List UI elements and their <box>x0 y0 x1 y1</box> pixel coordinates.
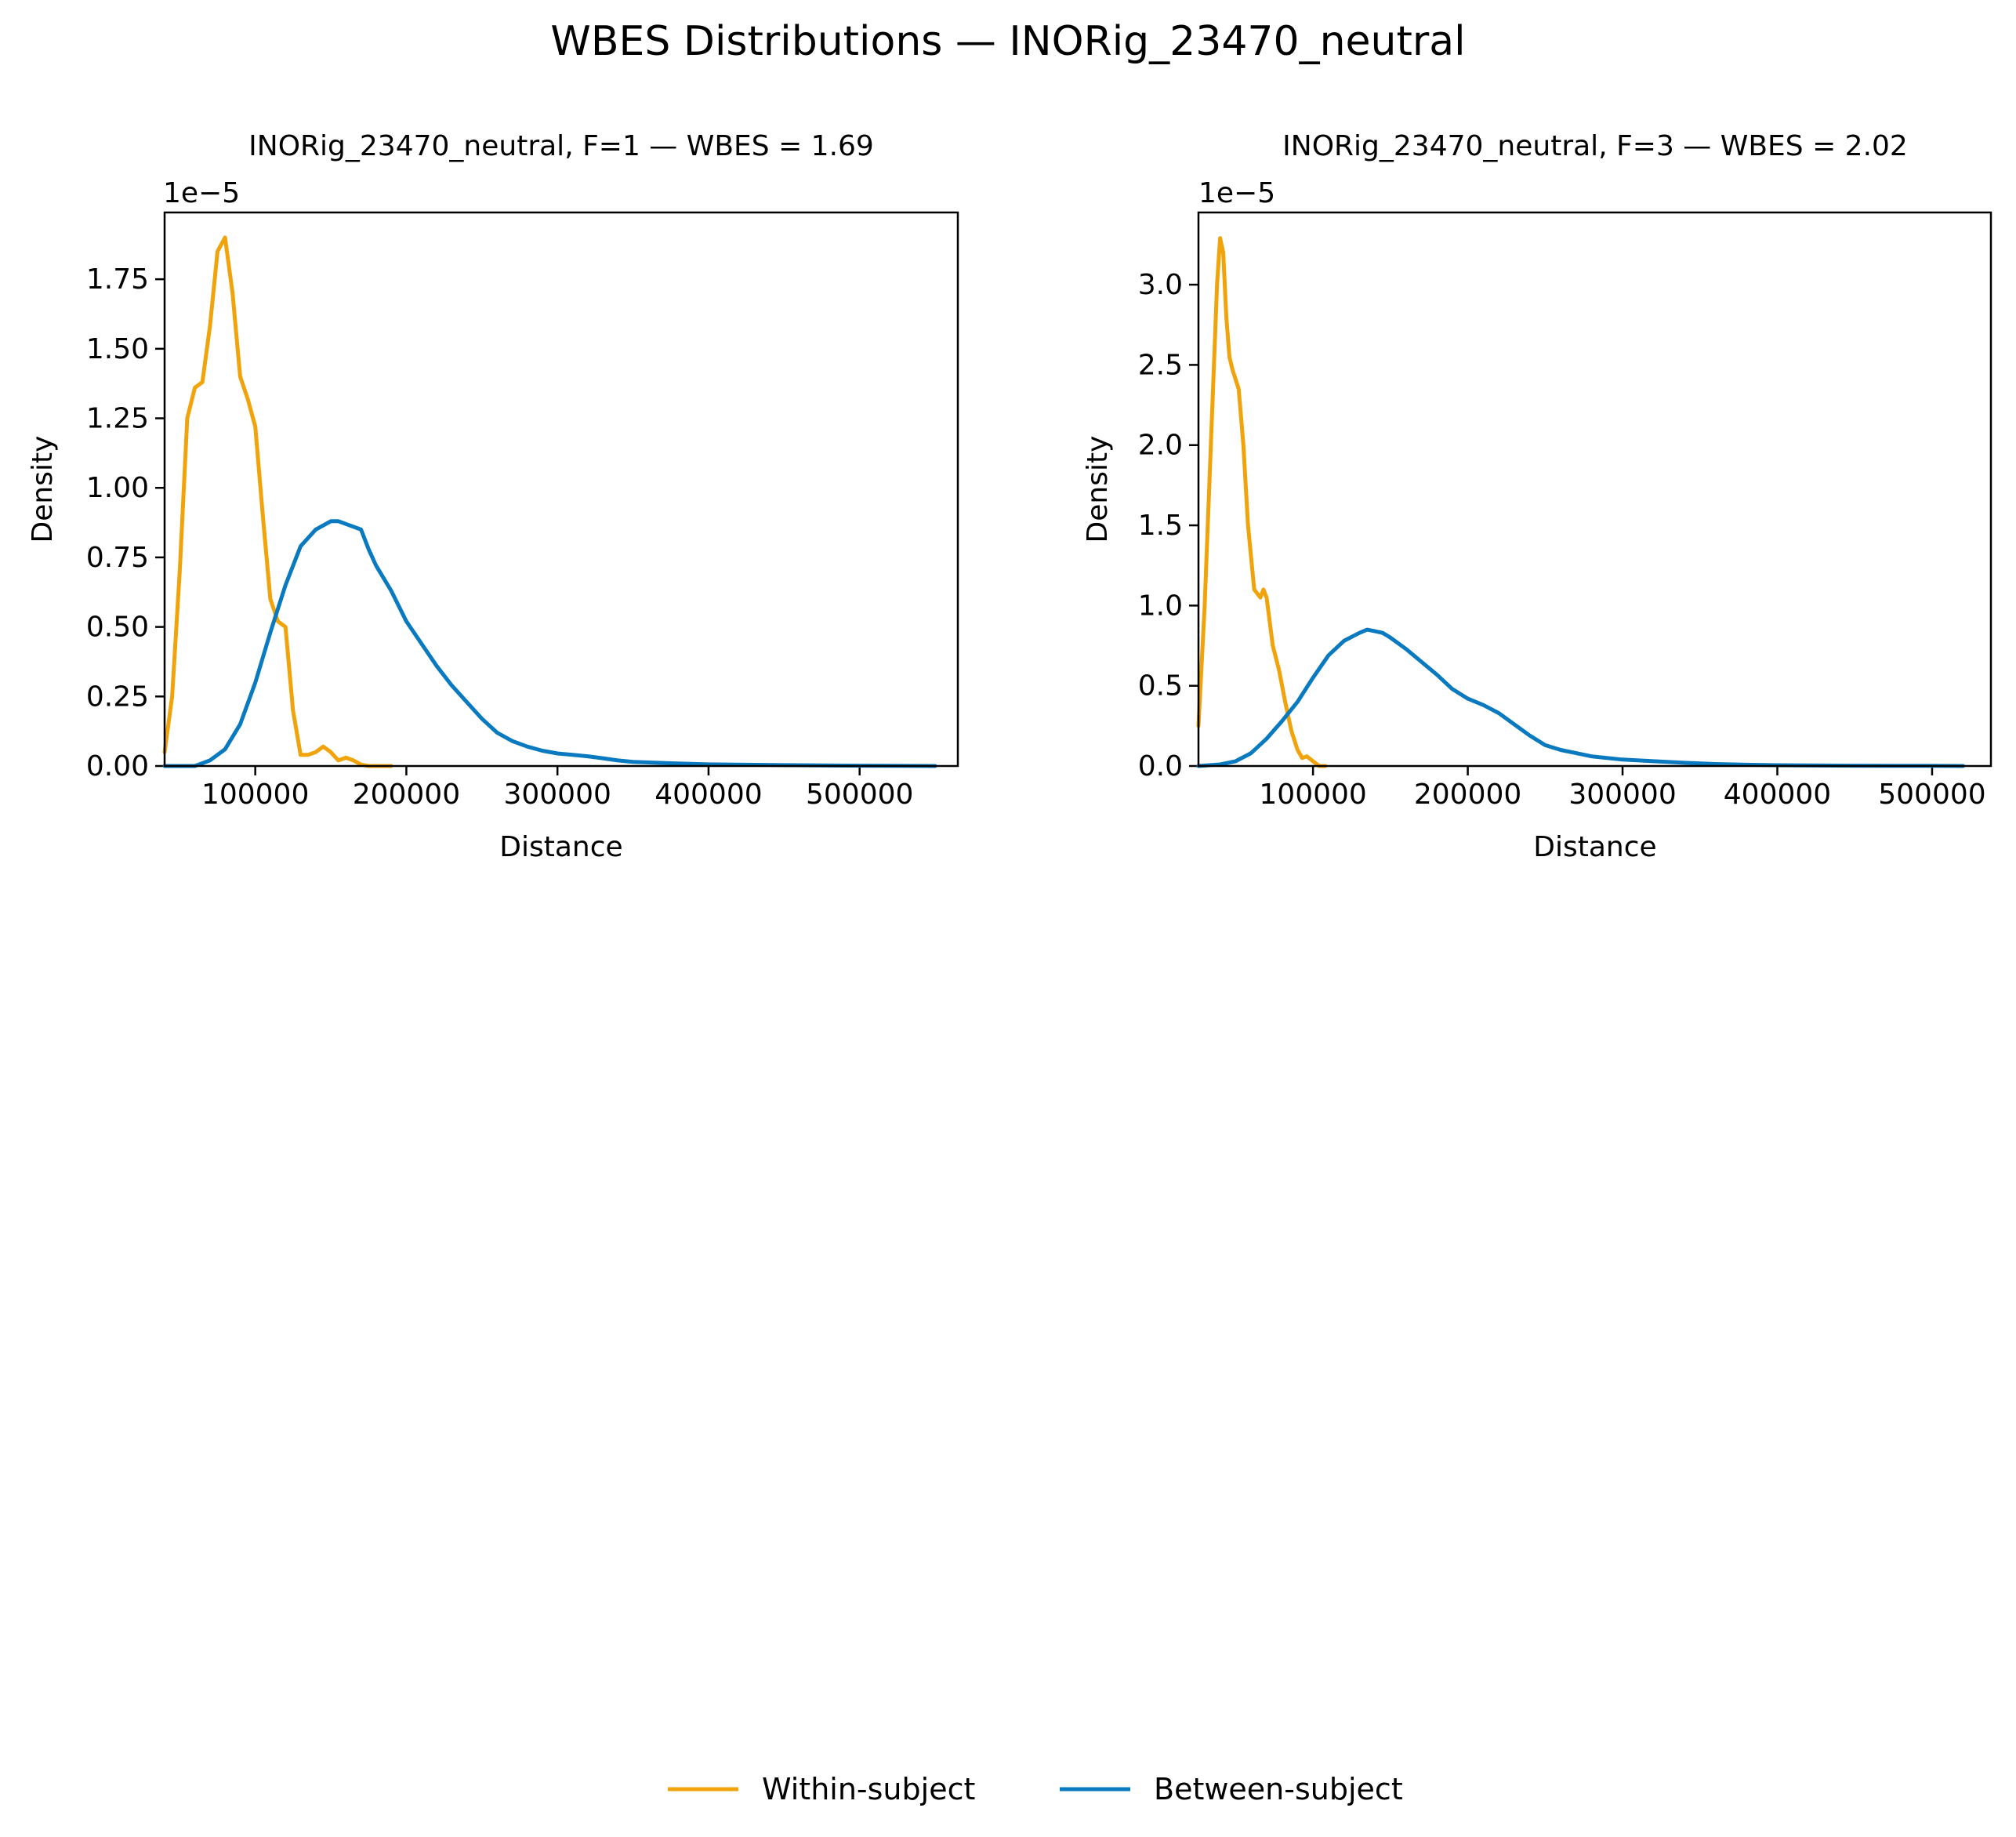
y-tick-label: 0.0 <box>1138 750 1183 782</box>
x-tick-label: 300000 <box>503 779 611 811</box>
x-tick-label: 200000 <box>1414 779 1521 811</box>
x-tick-label: 300000 <box>1568 779 1676 811</box>
y-tick-label: 1.50 <box>86 333 149 365</box>
plot-area-frame <box>1197 211 1992 768</box>
subplot-title: INORig_23470_neutral, F=1 — WBES = 1.69 <box>248 130 874 162</box>
y-tick-label: 1.25 <box>86 403 149 435</box>
y-tick-label: 1.00 <box>86 472 149 504</box>
y-axis-label: Density <box>27 436 59 543</box>
x-tick-label: 400000 <box>654 779 762 811</box>
plot-area-frame <box>163 211 959 768</box>
series-line-between-subject <box>1196 627 1965 768</box>
y-scale-label: 1e−5 <box>163 177 240 209</box>
x-axis-label: Distance <box>1533 831 1656 863</box>
y-tick-label: 0.5 <box>1138 670 1183 702</box>
legend-label-within: Within-subject <box>762 1772 975 1806</box>
legend: Within-subject Between-subject <box>668 1772 1403 1806</box>
x-tick-label: 500000 <box>1878 779 1985 811</box>
x-axis-label: Distance <box>499 831 622 863</box>
x-tick-label: 100000 <box>201 779 309 811</box>
y-tick-label: 0.25 <box>86 681 149 713</box>
y-axis-label: Density <box>1082 436 1114 543</box>
subplot-f3: INORig_23470_neutral, F=3 — WBES = 2.02 … <box>1082 130 1992 863</box>
x-tick-label: 500000 <box>806 779 913 811</box>
series-layer <box>162 235 937 768</box>
y-tick-label: 0.50 <box>86 612 149 644</box>
tick-layer: 100000 200000 300000 400000 500000 0.0 0.5 1.0 1… <box>1138 269 1986 811</box>
y-tick-label: 0.75 <box>86 542 149 574</box>
figure-suptitle: WBES Distributions — INORig_23470_neutra… <box>550 18 1465 65</box>
legend-label-between: Between-subject <box>1154 1772 1403 1806</box>
y-tick-label: 1.5 <box>1138 510 1183 542</box>
subplot-f1: INORig_23470_neutral, F=1 — WBES = 1.69 … <box>27 130 959 863</box>
series-line-within-subject <box>162 235 393 768</box>
y-tick-label: 0.00 <box>86 750 149 782</box>
y-tick-label: 3.0 <box>1138 269 1183 301</box>
x-tick-label: 100000 <box>1259 779 1366 811</box>
y-scale-label: 1e−5 <box>1198 177 1275 209</box>
series-line-between-subject <box>162 519 937 768</box>
series-line-within-subject <box>1196 236 1328 768</box>
y-tick-label: 1.0 <box>1138 590 1183 622</box>
x-tick-label: 200000 <box>353 779 460 811</box>
y-tick-label: 2.5 <box>1138 349 1183 381</box>
x-tick-label: 400000 <box>1724 779 1831 811</box>
y-tick-label: 2.0 <box>1138 430 1183 462</box>
series-layer <box>1196 236 1965 768</box>
tick-layer: 100000 200000 300000 400000 500000 0.00 0.25 0.… <box>86 263 914 811</box>
y-tick-label: 1.75 <box>86 263 149 296</box>
subplot-title: INORig_23470_neutral, F=3 — WBES = 2.02 <box>1282 130 1908 162</box>
